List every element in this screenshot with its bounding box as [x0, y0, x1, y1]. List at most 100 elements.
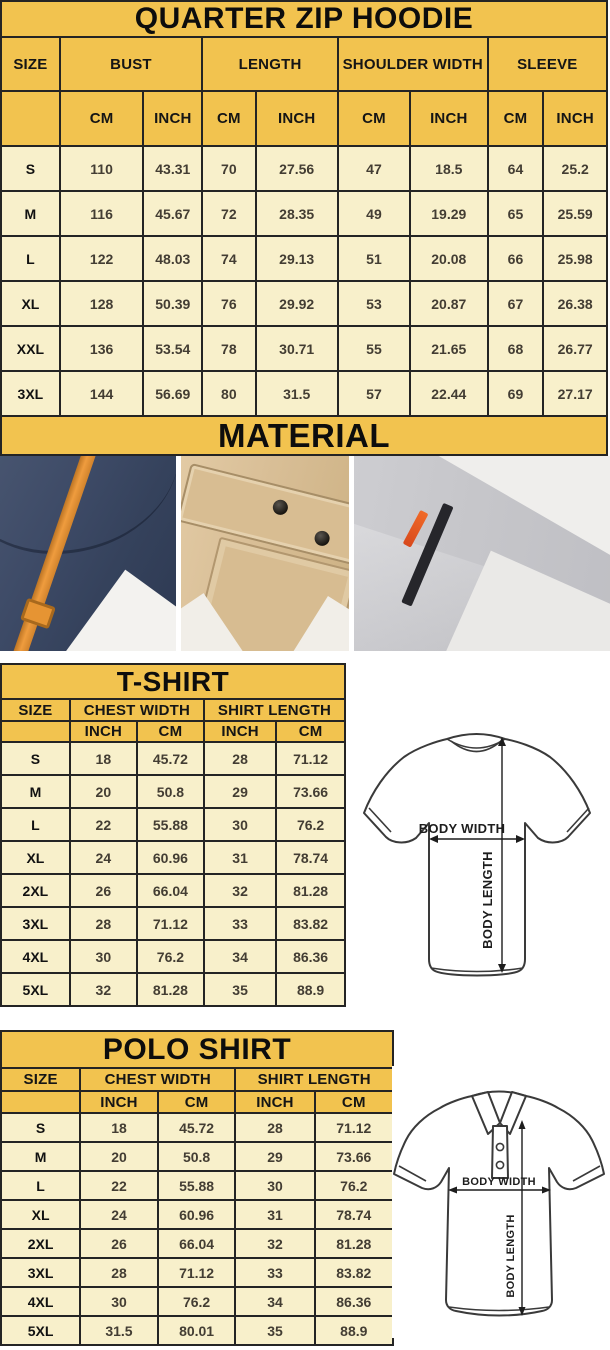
- measurement-cell: 86.36: [275, 939, 346, 974]
- table-row: 5XL 31.5 80.01 35 88.9: [0, 1315, 395, 1346]
- empty-header-cell: [0, 90, 61, 147]
- unit-header-inch: INCH: [142, 90, 204, 147]
- unit-header-row: CM INCH CM INCH CM INCH CM INCH: [0, 90, 608, 147]
- table-row: 3XL 28 71.12 33 83.82: [0, 1257, 395, 1288]
- measurement-cell: 69: [486, 370, 545, 417]
- measurement-cell: 30.71: [254, 325, 339, 372]
- measurement-cell: 144: [58, 370, 145, 417]
- zipper-pull: [402, 509, 429, 548]
- size-label-cell: 2XL: [0, 873, 71, 908]
- size-label-cell: S: [0, 145, 61, 192]
- measurement-cell: 128: [58, 280, 145, 327]
- measurement-cell: 21.65: [409, 325, 489, 372]
- column-header-size: SIZE: [0, 1067, 82, 1092]
- measurement-cell: 26.38: [542, 280, 608, 327]
- material-section-title: MATERIAL: [0, 415, 608, 456]
- unit-header-cm: CM: [336, 90, 412, 147]
- measurement-cell: 81.28: [135, 972, 205, 1007]
- measurement-cell: 74: [201, 235, 257, 282]
- empty-header-cell: [0, 1090, 82, 1114]
- sleeve-cuff-line: [398, 1165, 427, 1182]
- measurement-cell: 57: [336, 370, 412, 417]
- body-length-label: BODY LENGTH: [505, 1214, 517, 1297]
- tshirt-table-title: T-SHIRT: [0, 663, 346, 700]
- column-header-size: SIZE: [0, 36, 61, 92]
- measurement-cell: 18: [68, 741, 138, 776]
- arrowhead: [448, 1186, 457, 1194]
- table-row: XL 128 50.39 76 29.92 53 20.87 67 26.38: [0, 280, 608, 327]
- measurement-cell: 50.39: [142, 280, 204, 327]
- measurement-cell: 28.35: [254, 190, 339, 237]
- table-row: S 18 45.72 28 71.12: [0, 1112, 395, 1143]
- measurement-cell: 27.17: [542, 370, 608, 417]
- measurement-cell: 28: [68, 906, 138, 941]
- measurement-cell: 68: [486, 325, 545, 372]
- measurement-cell: 26: [79, 1228, 159, 1259]
- group-header-row: SIZE CHEST WIDTH SHIRT LENGTH: [0, 698, 347, 722]
- size-label-cell: M: [0, 190, 61, 237]
- measurement-cell: 60.96: [135, 840, 205, 875]
- measurement-cell: 55: [336, 325, 412, 372]
- measurement-cell: 29.13: [254, 235, 339, 282]
- body-width-label: BODY WIDTH: [419, 821, 506, 836]
- measurement-cell: 31: [202, 840, 278, 875]
- measurement-cell: 31.5: [254, 370, 339, 417]
- measurement-cell: 33: [234, 1257, 316, 1288]
- arrowhead: [542, 1186, 551, 1194]
- measurement-cell: 25.98: [542, 235, 608, 282]
- body-length-label: BODY LENGTH: [480, 851, 495, 949]
- measurement-cell: 20: [68, 774, 138, 809]
- tshirt-size-table: T-SHIRT SIZE CHEST WIDTH SHIRT LENGTH IN…: [0, 663, 347, 1007]
- table-row: L 122 48.03 74 29.13 51 20.08 66 25.98: [0, 235, 608, 282]
- measurement-cell: 24: [79, 1199, 159, 1230]
- unit-header-inch: INCH: [79, 1090, 159, 1114]
- table-row: XXL 136 53.54 78 30.71 55 21.65 68 26.77: [0, 325, 608, 372]
- group-header-row: SIZE BUST LENGTH SHOULDER WIDTH SLEEVE: [0, 36, 609, 92]
- measurement-cell: 80.01: [156, 1315, 237, 1346]
- arrowhead: [429, 835, 438, 843]
- measurement-cell: 70: [201, 145, 257, 192]
- measurement-cell: 50.8: [135, 774, 205, 809]
- measurement-cell: 78: [201, 325, 257, 372]
- size-label-cell: M: [0, 1141, 82, 1172]
- measurement-cell: 86.36: [313, 1286, 395, 1317]
- measurement-cell: 24: [68, 840, 138, 875]
- measurement-cell: 32: [68, 972, 138, 1007]
- measurement-cell: 32: [234, 1228, 316, 1259]
- table-row: XL 24 60.96 31 78.74: [0, 840, 346, 875]
- table-row: 5XL 32 81.28 35 88.9: [0, 972, 346, 1007]
- size-label-cell: 4XL: [0, 1286, 82, 1317]
- measurement-cell: 19.29: [409, 190, 489, 237]
- table-row: 4XL 30 76.2 34 86.36: [0, 1286, 395, 1317]
- material-photo-strip: [0, 456, 610, 651]
- table-row: 3XL 144 56.69 80 31.5 57 22.44 69 27.17: [0, 370, 608, 417]
- table-row: 2XL 26 66.04 32 81.28: [0, 1228, 395, 1259]
- measurement-cell: 73.66: [275, 774, 346, 809]
- table-row: M 20 50.8 29 73.66: [0, 1141, 395, 1172]
- measurement-cell: 50.8: [156, 1141, 237, 1172]
- measurement-cell: 33: [202, 906, 278, 941]
- hoodie-table-title: QUARTER ZIP HOODIE: [0, 0, 608, 38]
- unit-header-inch: INCH: [254, 90, 339, 147]
- unit-header-row: INCH CM INCH CM: [0, 720, 346, 743]
- arrowhead: [516, 835, 525, 843]
- measurement-cell: 83.82: [313, 1257, 395, 1288]
- table-row: XL 24 60.96 31 78.74: [0, 1199, 395, 1230]
- measurement-cell: 48.03: [142, 235, 204, 282]
- measurement-cell: 76.2: [313, 1170, 395, 1201]
- unit-header-inch: INCH: [202, 720, 278, 743]
- measurement-cell: 31: [234, 1199, 316, 1230]
- measurement-cell: 66.04: [156, 1228, 237, 1259]
- polo-outline: [393, 1090, 605, 1317]
- table-title-row: QUARTER ZIP HOODIE: [0, 0, 608, 38]
- measurement-cell: 30: [68, 939, 138, 974]
- unit-header-cm: CM: [135, 720, 205, 743]
- measurement-cell: 28: [234, 1112, 316, 1143]
- measurement-cell: 55.88: [156, 1170, 237, 1201]
- measurement-cell: 65: [486, 190, 545, 237]
- column-header-chest-width: CHEST WIDTH: [79, 1067, 237, 1092]
- measurement-cell: 136: [58, 325, 145, 372]
- size-label-cell: XXL: [0, 325, 61, 372]
- measurement-cell: 81.28: [275, 873, 346, 908]
